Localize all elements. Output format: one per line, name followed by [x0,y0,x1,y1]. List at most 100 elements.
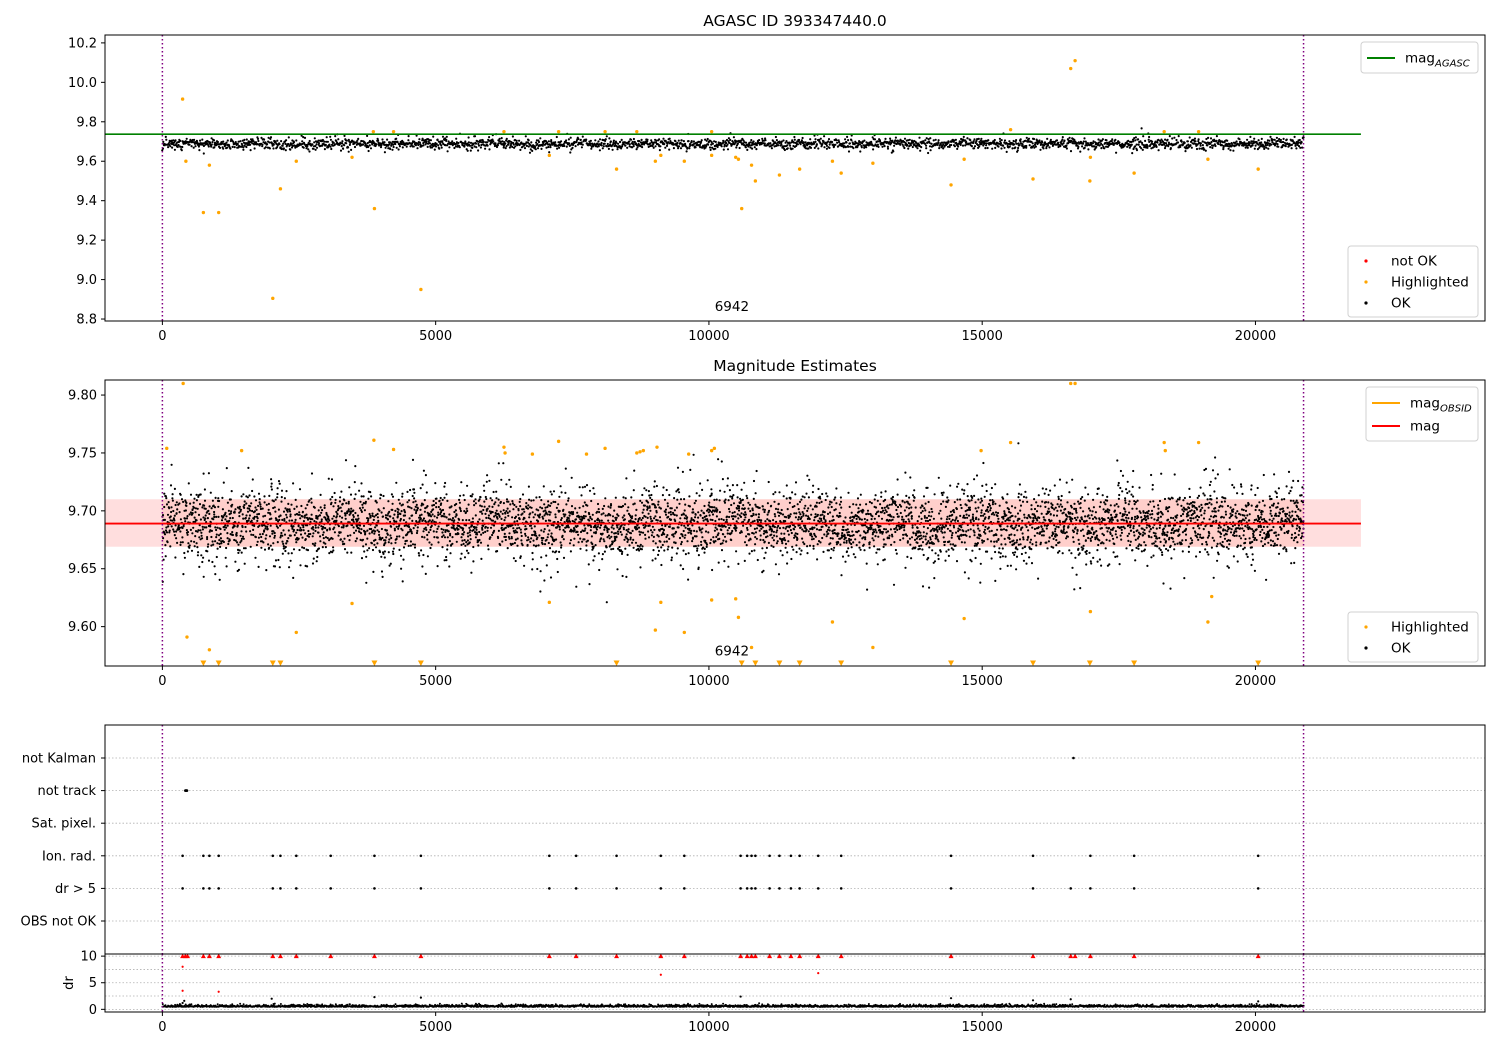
panel-2-highlighted-point-40 [796,660,803,666]
panel-3-flag-point-3-18 [754,854,757,858]
panel-2-highlighted-point-37 [749,645,754,650]
panel-3-category-label-1: not track [37,784,96,799]
panel-3-flag-point-4-3 [217,887,220,890]
panel-3-flag-point-3-19 [768,854,771,858]
panel-3-flag-point-4-24 [839,887,843,890]
panel-4-capped-marker-20 [752,953,758,959]
panel-2-xtick-label-1: 5000 [419,674,452,689]
panel-1-axes: 0 5000 10000 15000 20000 8.8 9.0 9.2 9.4 9.6 9.8 10… [68,34,1486,344]
panel-4-black-outlier-8 [1069,998,1072,1001]
panel-3-flag-point-4-17 [750,887,753,890]
panel-2-highlighted-point-15 [502,445,506,449]
panel-4-capped-marker-6 [270,953,276,959]
panel-1-ytick-label-4: 9.6 [76,155,97,170]
panel-2-highlighted-point-17 [530,452,535,456]
panel-2-legend-points-swatch-0 [1364,625,1368,629]
panel-4-grid [105,955,1485,1010]
panel-4-capped-marker-4 [206,953,212,959]
panel-1-highlighted-point-42 [1132,171,1136,175]
panel-2-ytick-label-4: 9.80 [68,389,97,404]
panel-magnitude-agasc: AGASC ID 393347440.0 0 5000 10000 15000 2000… [68,12,1486,344]
panel-2-highlighted-point-16 [503,451,507,455]
panel-4-xtick-label-2: 10000 [688,1020,729,1035]
panel-2-highlighted-point-39 [776,660,783,666]
panel-2-highlighted-point-41 [830,620,835,624]
panel-1-highlighted-point-41 [1088,179,1092,183]
panel-2-highlighted-point-33 [712,446,717,451]
panel-2-highlighted-point-3 [200,660,207,666]
panel-3-category-label-2: Sat. pixel. [32,817,96,832]
panel-3-flag-point-4-1 [202,887,205,890]
panel-2-highlighted-point-28 [659,600,663,605]
panel-1-highlighted-point-23 [709,129,714,134]
panel-4-capped-marker-30 [1072,953,1078,959]
panel-1-xtick-label-1: 5000 [419,329,452,344]
panel-4-black-outlier-9 [1257,1000,1260,1003]
panel-3-flag-point-4-4 [271,887,275,890]
panel-2-frame [104,379,1486,667]
panel-2-highlighted-point-32 [709,448,714,453]
panel-4-capped-marker-19 [749,953,755,959]
panel-3-flag-point-0-0 [1072,756,1075,760]
panel-2-legend-box [1365,386,1479,442]
panel-1-xtick-label-3: 15000 [962,329,1003,344]
panel-3-flag-point-4-25 [949,887,953,890]
panel-4-capped-marker-29 [1068,953,1074,959]
panel-2-axes: 0 5000 10000 15000 20000 9.60 9.65 9.70 9.75 9.80 [68,379,1486,689]
panel-1-legend-points-swatch-1 [1364,280,1368,284]
panel-3-flag-point-1-3 [185,789,189,792]
panel-1-ok-cloud [161,127,1305,155]
panel-1-title: AGASC ID 393347440.0 [703,12,887,30]
panel-2-xtick-label-0: 0 [158,674,166,689]
panel-1-highlighted-point-8 [350,155,354,159]
panel-4-capped-marker-18 [744,953,750,959]
panel-2-highlighted-point-24 [638,450,642,454]
panel-4-capped-marker-25 [815,953,821,959]
panel-2-highlighted-point-48 [1030,660,1037,666]
panel-3-flag-point-3-21 [789,854,793,858]
panel-1-highlighted-point-5 [271,296,275,301]
panel-2-highlighted-point-57 [1206,620,1210,624]
panel-2-highlighted-point-13 [391,447,396,452]
panel-4-capped-marker-17 [738,953,744,959]
panel-3-flag-point-4-23 [816,887,820,890]
panel-2-highlighted-point-20 [584,452,589,456]
panel-1-highlighted-point-44 [1196,129,1201,134]
panel-4-black-outlier-6 [949,997,953,1000]
panel-1-highlighted-point-29 [777,173,782,177]
panel-3-flag-point-3-15 [739,854,742,858]
panel-2-highlighted-point-46 [979,448,983,453]
panel-4-capped-marker-2 [185,953,191,959]
panel-3-flag-point-4-8 [373,887,376,890]
panel-2-ytick-label-3: 9.75 [68,446,97,461]
panel-2-highlighted-point-56 [1196,440,1201,445]
panel-1-highlighted-point-25 [736,157,741,161]
panel-3-flag-point-4-15 [739,887,742,890]
panel-1-highlighted-point-46 [1256,167,1260,171]
panel-2-highlighted-point-18 [547,600,552,605]
panel-4-ytick-label-2: 10 [80,950,97,965]
panel-2-highlighted-point-4 [207,648,212,652]
panel-2-highlighted-point-38 [752,660,759,666]
panel-3-flag-point-3-24 [839,854,843,858]
panel-2-highlighted-point-27 [655,445,659,449]
panel-2-highlighted-point-45 [962,616,966,621]
panel-4-black-outlier-1 [183,999,186,1002]
panel-2-xtick-label-3: 15000 [962,674,1003,689]
panel-3-axes: not Kalman not track Sat. pixel. Ion. rad. d… [21,724,1486,955]
panel-1-highlighted-point-3 [207,163,212,167]
panel-4-xtick-label-0: 0 [158,1020,166,1035]
panel-4-capped-marker-11 [418,953,424,959]
panel-2-highlighted-point-51 [1088,609,1093,614]
panel-2-legend-label-1: mag [1410,419,1440,435]
panel-2-highlighted-point-35 [736,615,741,620]
panel-1-highlighted-point-39 [1073,58,1077,63]
panel-2-highlighted-point-31 [709,598,714,602]
panel-3-flag-point-4-7 [329,887,333,890]
panel-3-flag-point-4-6 [294,887,298,890]
panel-1-legend-points-label-0: not OK [1391,254,1438,270]
panel-1-highlighted-point-26 [740,206,744,211]
panel-1-highlighted-point-40 [1088,155,1093,159]
panel-2-highlighted-point-21 [603,446,607,451]
panel-2-highlighted-point-30 [686,452,691,456]
